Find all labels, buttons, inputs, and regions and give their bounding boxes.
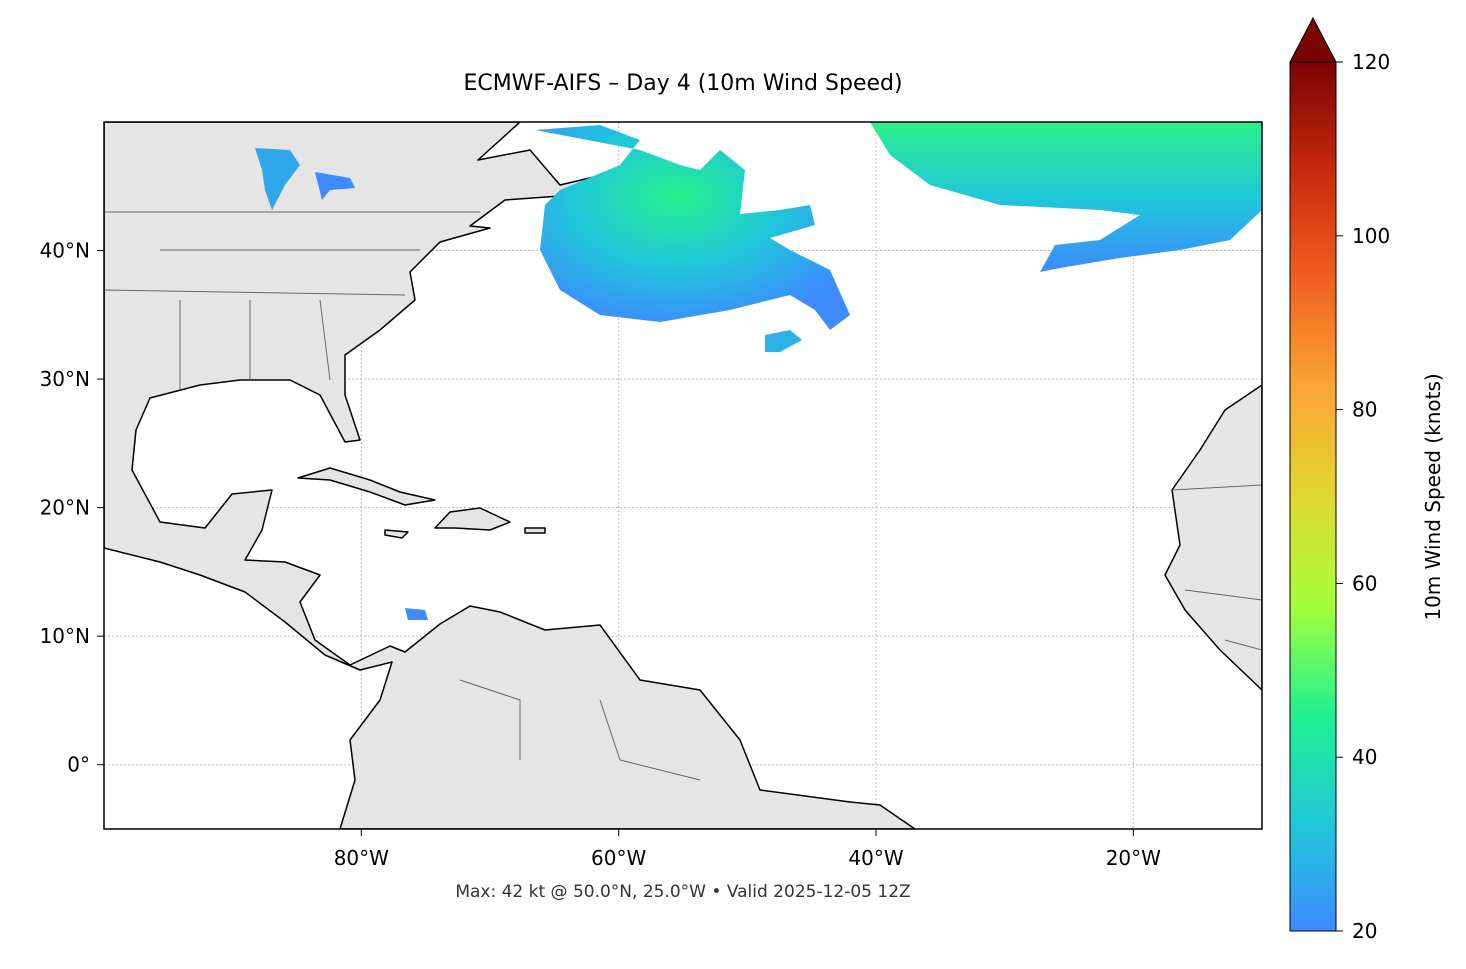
y-tick-label: 20°N (40, 496, 90, 520)
cuba (297, 467, 436, 506)
wind-field (255, 148, 300, 210)
africa (1164, 384, 1262, 691)
colorbar-bar (1289, 61, 1337, 932)
colorbar-label: 10m Wind Speed (knots) (1421, 373, 1445, 620)
colorbar-tick-label: 60 (1352, 571, 1377, 595)
map-frame (103, 121, 1263, 830)
x-tick-label: 80°W (334, 846, 389, 870)
wind-field (870, 122, 1262, 272)
wind-field (405, 608, 428, 620)
puerto-rico (524, 527, 546, 534)
borders (104, 211, 1262, 781)
x-tick-label: 40°W (848, 846, 903, 870)
colorbar-tick-label: 20 (1352, 919, 1377, 943)
map-title: ECMWF-AIFS – Day 4 (10m Wind Speed) (463, 71, 902, 96)
axes: 80°W 60°W 40°W 20°W 0° 10°N 20°N 30°N 40°N (40, 239, 1162, 870)
wind-field (765, 330, 802, 352)
colorbar-extension (1289, 16, 1337, 63)
hispaniola (434, 507, 511, 531)
wind-field (315, 172, 355, 200)
colorbar-tick-label: 100 (1352, 224, 1390, 248)
footer-note: Max: 42 kt @ 50.0°N, 25.0°W • Valid 2025… (455, 882, 910, 902)
colorbar-tick-label: 80 (1352, 398, 1377, 422)
y-tick-label: 30°N (40, 367, 90, 391)
jamaica (384, 529, 409, 539)
map-area (104, 122, 1262, 829)
y-tick-label: 0° (67, 753, 90, 777)
colorbar: 10m Wind Speed (knots) 20 40 60 80 100 120 (1289, 16, 1445, 943)
x-tick-label: 20°W (1106, 846, 1161, 870)
wind-field (535, 125, 850, 330)
y-tick-label: 10°N (40, 624, 90, 648)
americas (104, 122, 916, 829)
colorbar-tick-label: 40 (1352, 745, 1377, 769)
y-tick-label: 40°N (40, 239, 90, 263)
x-tick-label: 60°W (591, 846, 646, 870)
colorbar-tick-label: 120 (1352, 50, 1390, 74)
